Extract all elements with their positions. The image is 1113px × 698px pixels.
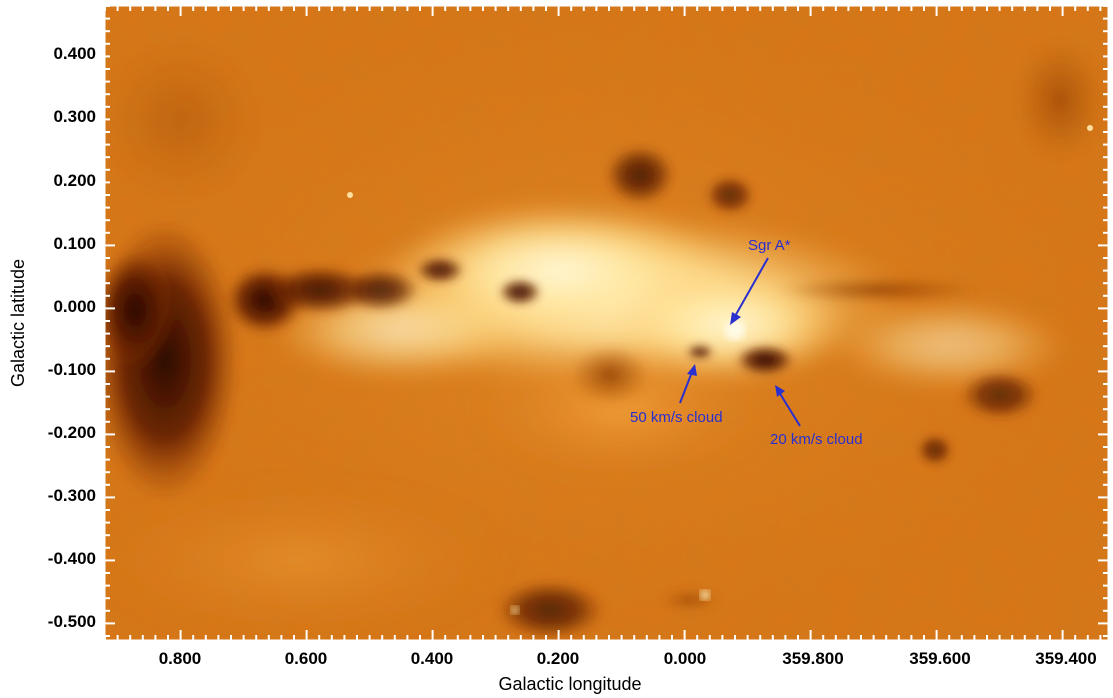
- x-tick-label: 0.600: [285, 649, 328, 668]
- y-tick-label: -0.100: [48, 360, 96, 379]
- y-tick-label: -0.300: [48, 486, 96, 505]
- svg-text:20 km/s cloud: 20 km/s cloud: [770, 431, 863, 448]
- x-axis: 0.800 0.600 0.400 0.200 0.000 359.800 35…: [159, 649, 1097, 694]
- y-axis-title: Galactic latitude: [8, 259, 28, 387]
- x-tick-label: 359.400: [1035, 649, 1096, 668]
- y-tick-label: 0.200: [53, 171, 96, 190]
- x-tick-label: 359.800: [782, 649, 843, 668]
- annotation-sgr-a: Sgr A*: [730, 237, 791, 325]
- x-tick-label: 0.200: [537, 649, 580, 668]
- y-tick-label: -0.200: [48, 423, 96, 442]
- annotation-cloud-50: 50 km/s cloud: [630, 364, 723, 426]
- annotations: Sgr A* 50 km/s cloud 20 km/s cloud: [630, 237, 863, 448]
- x-tick-label: 0.400: [411, 649, 454, 668]
- annotation-cloud-20: 20 km/s cloud: [770, 385, 863, 448]
- y-tick-label: 0.100: [53, 234, 96, 253]
- svg-text:50 km/s cloud: 50 km/s cloud: [630, 409, 723, 426]
- x-axis-title: Galactic longitude: [498, 674, 641, 694]
- y-tick-label: 0.300: [53, 107, 96, 126]
- y-tick-label: 0.400: [53, 44, 96, 63]
- x-tick-label: 0.000: [664, 649, 707, 668]
- y-tick-label: -0.500: [48, 612, 96, 631]
- y-axis: 0.400 0.300 0.200 0.100 0.000 -0.100 -0.…: [8, 44, 96, 631]
- y-tick-label: -0.400: [48, 549, 96, 568]
- plot-frame: [104, 5, 1109, 641]
- x-tick-label: 359.600: [909, 649, 970, 668]
- x-tick-label: 0.800: [159, 649, 202, 668]
- sky-image: [105, 6, 1108, 640]
- svg-text:Sgr A*: Sgr A*: [748, 237, 791, 254]
- y-tick-label: 0.000: [53, 297, 96, 316]
